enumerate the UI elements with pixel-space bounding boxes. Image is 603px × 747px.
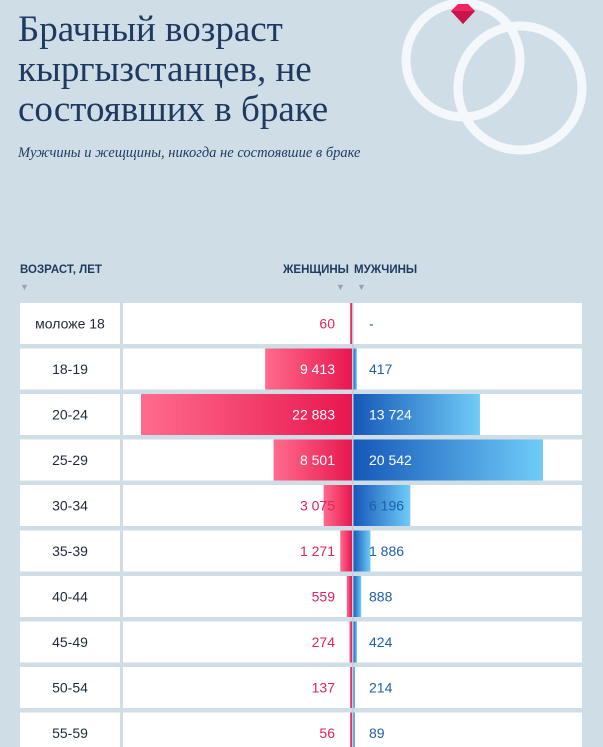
age-label: 40-44 (52, 589, 88, 605)
women-value-label: 3 075 (300, 498, 335, 514)
men-bar (353, 667, 355, 708)
women-value-label: 60 (319, 316, 335, 332)
women-value-label: 9 413 (300, 361, 335, 377)
age-label: 55-59 (52, 725, 88, 741)
wedding-rings-icon (401, 0, 587, 155)
women-bar (273, 439, 352, 481)
women-value-label: 8 501 (300, 452, 335, 468)
men-value-label: 13 724 (369, 407, 412, 423)
center-divider (352, 303, 354, 747)
women-bar (350, 303, 352, 344)
men-value-label: 89 (369, 725, 385, 741)
women-value-label: 56 (319, 725, 335, 741)
women-value-label: 22 883 (292, 407, 335, 423)
men-value-label: 417 (369, 361, 393, 377)
age-label: моложе 18 (35, 316, 105, 332)
women-value-label: 559 (312, 589, 336, 605)
men-value-label: 424 (369, 634, 393, 650)
women-bar (350, 667, 352, 708)
age-label: 25-29 (52, 452, 88, 468)
women-bar (265, 348, 352, 390)
women-value-label: 274 (312, 634, 336, 650)
age-label: 18-19 (52, 361, 88, 377)
men-sort-arrow-icon: ▼ (357, 282, 366, 292)
age-sort-arrow-icon: ▼ (20, 282, 29, 292)
women-bar (349, 621, 352, 663)
age-cell (20, 439, 120, 481)
men-bar (353, 348, 357, 390)
women-value-label: 137 (312, 680, 336, 696)
women-bar (323, 485, 352, 526)
age-label: 30-34 (52, 498, 88, 514)
age-cell (20, 576, 120, 617)
men-bar (353, 485, 411, 526)
age-cell (20, 667, 120, 708)
women-bar (350, 712, 352, 747)
age-label: 45-49 (52, 634, 88, 650)
men-bar (353, 439, 543, 481)
men-column-header: МУЖЧИНЫ (354, 264, 418, 276)
women-bar (346, 576, 352, 617)
men-bar (353, 712, 355, 747)
age-cell (20, 621, 120, 663)
men-value-label: 6 196 (369, 498, 404, 514)
men-value-label: 20 542 (369, 452, 412, 468)
women-column-header: ЖЕНЩИНЫ (283, 264, 349, 276)
women-value-label: 1 271 (300, 543, 335, 559)
men-value-label: 214 (369, 680, 393, 696)
men-value-label: 1 886 (369, 543, 404, 559)
age-cell (20, 485, 120, 526)
men-bar (353, 394, 480, 435)
age-cell (20, 303, 120, 344)
men-bar (353, 621, 357, 663)
women-bar (340, 530, 352, 572)
age-cell (20, 394, 120, 435)
women-bar (141, 394, 352, 435)
age-label: 35-39 (52, 543, 88, 559)
age-label: 50-54 (52, 680, 88, 696)
age-cell (20, 530, 120, 572)
age-column-header: ВОЗРАСТ, ЛЕТ (20, 264, 102, 276)
age-cell (20, 348, 120, 390)
age-cell (20, 712, 120, 747)
age-label: 20-24 (52, 407, 88, 423)
men-bar (353, 576, 362, 617)
men-value-label: - (369, 316, 374, 332)
women-sort-arrow-icon: ▼ (336, 282, 345, 292)
men-bar (353, 530, 371, 572)
page-title: Брачный возраст кыргызстанцев, не состоя… (18, 9, 329, 130)
men-value-label: 888 (369, 589, 393, 605)
page-subtitle: Мужчины и жещщины, никогда не состоявшие… (18, 145, 361, 161)
